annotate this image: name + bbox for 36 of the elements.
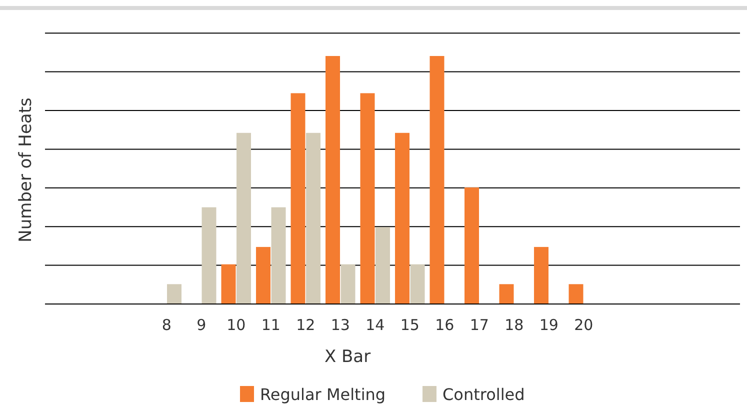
bar (290, 93, 306, 304)
x-tick-label: 10 (226, 316, 246, 334)
x-tick-label: 14 (366, 316, 385, 334)
x-tick-label: 16 (435, 316, 454, 334)
bar (256, 246, 270, 304)
legend-label: Regular Melting (260, 385, 386, 404)
bar (236, 132, 251, 304)
x-tick-label: 17 (470, 316, 489, 334)
bar (410, 264, 425, 304)
y-axis-title: Number of Heats (16, 98, 36, 242)
bar (464, 187, 479, 304)
bar (430, 56, 444, 304)
x-tick-label: 12 (296, 316, 316, 334)
bar (271, 207, 286, 304)
bar (202, 207, 216, 304)
bar (499, 284, 514, 304)
bar (167, 284, 182, 304)
x-tick-label: 13 (330, 316, 350, 334)
x-tick-label: 18 (504, 316, 524, 334)
bar (534, 246, 548, 304)
x-tick-label: 19 (539, 316, 558, 334)
bar (326, 56, 340, 304)
x-tick-label: 11 (261, 316, 280, 334)
bar (306, 132, 320, 304)
x-axis-title: X Bar (324, 347, 371, 367)
bar (340, 264, 356, 304)
x-tick-label: 15 (400, 316, 420, 334)
x-tick-label: 8 (162, 316, 172, 334)
x-tick-label: 20 (574, 316, 594, 334)
bar (221, 264, 236, 304)
x-tick-label: 9 (196, 316, 206, 334)
bar (360, 93, 375, 304)
bar (568, 284, 584, 304)
bar (395, 132, 410, 304)
bar (376, 227, 390, 304)
legend-label: Controlled (442, 385, 525, 404)
